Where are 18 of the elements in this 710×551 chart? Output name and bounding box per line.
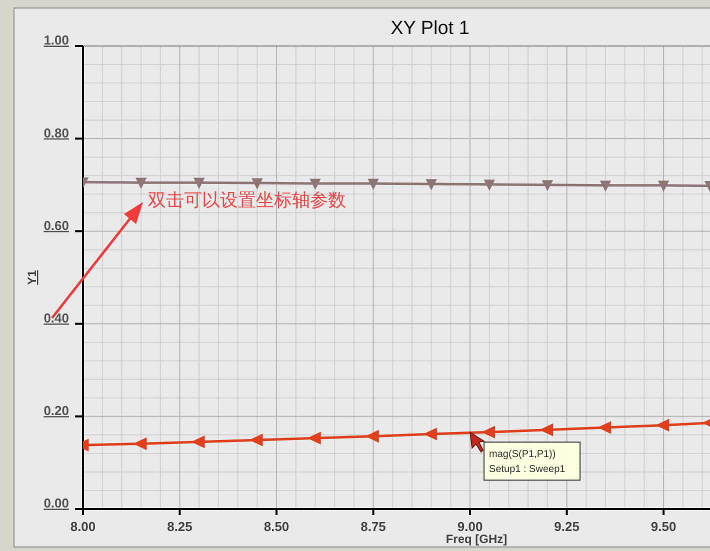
- annotation: mag(S(P1,P1)) Setup1 : Sweep1: [489, 449, 566, 476]
- x-tick-label: 8.25: [167, 519, 192, 534]
- y-tick-label: 0.00: [44, 496, 69, 511]
- x-axis-title: Freq [GHz]: [446, 532, 508, 546]
- x-tick-label: 9.00: [457, 519, 483, 534]
- annotation: 双击可以设置坐标轴参数: [148, 190, 346, 211]
- x-tick-label: 9.25: [554, 519, 580, 534]
- chart-title: XY Plot 1: [390, 18, 470, 39]
- y-tick-label: 0.40: [44, 310, 69, 326]
- x-tick-label: 8.00: [70, 519, 96, 534]
- y-tick-label: 0.60: [44, 218, 69, 233]
- y-tick-label: 0.80: [44, 125, 69, 140]
- x-tick-label: 8.75: [360, 519, 386, 534]
- x-tick-label: 8.50: [264, 519, 290, 534]
- x-tick-label: 9.50: [650, 519, 676, 534]
- y-axis-title: Y1: [25, 270, 39, 285]
- y-tick-label: 0.20: [44, 403, 69, 418]
- y-tick-label: 1.00: [44, 32, 69, 48]
